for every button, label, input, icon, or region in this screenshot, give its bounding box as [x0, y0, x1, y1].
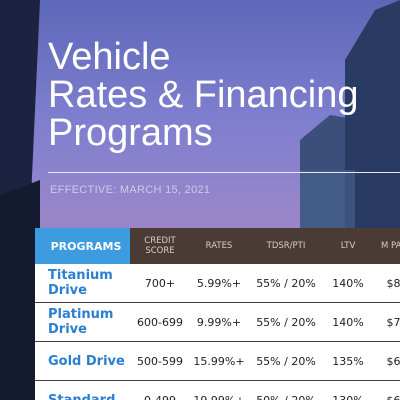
table-cell: 130%	[332, 393, 364, 400]
table-cell: 9.99%+	[196, 315, 242, 329]
rates-table: PROGRAMS CREDIT SCORE RATES TDSR/PTI LTV M PA…	[35, 228, 400, 400]
table-cell: 140%	[332, 276, 364, 290]
table-cell: 55% / 20%	[256, 315, 316, 329]
divider	[48, 172, 400, 173]
table-cell: 700+	[144, 276, 176, 290]
table-cell: 50% / 20%	[256, 393, 316, 400]
program-name: Titanium Drive	[48, 268, 113, 298]
table-cell: 19.99%+	[193, 393, 245, 400]
column-header: TDSR/PTI	[266, 241, 306, 251]
table-header: PROGRAMS CREDIT SCORE RATES TDSR/PTI LTV M PA…	[35, 228, 400, 264]
table-row: Standard 0-499 19.99%+ 50% / 20% 130% $6	[35, 381, 400, 400]
program-name: Platinum Drive	[48, 307, 114, 337]
table-cell: 5.99%+	[196, 276, 242, 290]
column-header: CREDIT SCORE	[144, 236, 176, 256]
program-name: Gold Drive	[48, 353, 125, 369]
table-row: Gold Drive 500-599 15.99%+ 55% / 20% 135% $6	[35, 342, 400, 381]
title-line: Vehicle	[48, 36, 171, 78]
column-header: RATES	[205, 241, 233, 251]
title-line: Programs	[48, 112, 213, 154]
table-cell: 140%	[332, 315, 364, 329]
table-cell: 135%	[332, 354, 364, 368]
column-header: PROGRAMS	[35, 228, 130, 264]
table-cell: 55% / 20%	[256, 276, 316, 290]
effective-date: EFFECTIVE: MARCH 15, 2021	[50, 184, 211, 196]
table-cell: $6	[386, 393, 400, 400]
table-cell: 0-499	[144, 393, 176, 400]
title-line: Rates & Financing	[48, 74, 359, 116]
table-body: Titanium Drive 700+ 5.99%+ 55% / 20% 140% $8 P…	[35, 264, 400, 400]
table-cell: 600-699	[137, 315, 183, 329]
table-row: Titanium Drive 700+ 5.99%+ 55% / 20% 140% $8	[35, 264, 400, 303]
table-cell: 15.99%+	[193, 354, 245, 368]
table-cell: 500-599	[137, 354, 183, 368]
table-cell: $6	[386, 354, 400, 368]
program-name: Standard	[48, 392, 116, 400]
column-header: M PAY	[381, 241, 400, 251]
table-row: Platinum Drive 600-699 9.99%+ 55% / 20% 140%…	[35, 303, 400, 342]
table-cell: 55% / 20%	[256, 354, 316, 368]
table-cell: $7	[386, 315, 400, 329]
table-cell: $8	[386, 276, 400, 290]
column-header: LTV	[340, 241, 356, 251]
